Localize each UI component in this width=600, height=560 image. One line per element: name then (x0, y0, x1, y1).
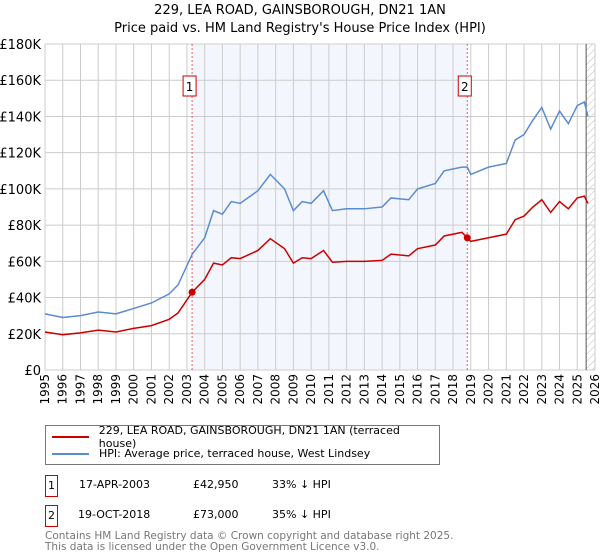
x-tick-label: 2023 (535, 374, 549, 405)
x-tick-label: 1996 (56, 374, 70, 405)
x-tick-label: 2004 (198, 374, 212, 405)
sale-marker-box (182, 75, 197, 97)
x-tick-label: 2005 (215, 374, 229, 405)
x-tick-label: 2003 (180, 374, 194, 405)
x-tick-label: 2014 (375, 374, 389, 405)
x-tick-label: 2013 (357, 374, 371, 405)
sale-period-shading (192, 44, 468, 370)
x-tick-label: 2018 (446, 374, 460, 405)
legend-item-property: 229, LEA ROAD, GAINSBOROUGH, DN21 1AN (t… (46, 424, 439, 450)
x-tick-label: 2001 (144, 374, 158, 405)
x-tick-label: 1998 (91, 374, 105, 405)
x-tick-label: 2010 (304, 374, 318, 405)
x-tick-label: 2024 (553, 374, 567, 405)
chart-subtitle: Price paid vs. HM Land Registry's House … (114, 21, 486, 36)
x-tick-label: 2022 (517, 374, 531, 405)
x-tick-label: 2007 (251, 374, 265, 405)
x-tick-label: 2020 (482, 374, 496, 405)
x-tick-label: 1995 (38, 374, 52, 405)
y-tick-label: £100K (0, 183, 41, 198)
x-tick-label: 2011 (322, 374, 336, 405)
chart-title: 229, LEA ROAD, GAINSBOROUGH, DN21 1AN (154, 3, 446, 18)
footer-line-2: This data is licensed under the Open Gov… (45, 541, 380, 553)
legend-label: HPI: Average price, terraced house, West… (99, 447, 371, 460)
sale-row-2: 2 19-OCT-2018 £73,000 35% ↓ HPI (45, 505, 445, 527)
x-tick-label: 2016 (411, 374, 425, 405)
sale-marker-label: 1 (186, 80, 194, 94)
x-tick-label: 2021 (499, 374, 513, 405)
series-line (44, 195, 589, 336)
forecast-hatch (586, 44, 595, 370)
x-tick-label: 2008 (269, 374, 283, 405)
sale-hpi-diff: 33% ↓ HPI (272, 478, 331, 491)
legend-label: 229, LEA ROAD, GAINSBOROUGH, DN21 1AN (t… (98, 423, 400, 450)
sale-date: 19-OCT-2018 (78, 508, 151, 521)
x-tick-label: 2025 (570, 374, 584, 405)
y-tick-label: £120K (0, 147, 41, 162)
x-tick-label: 1997 (73, 374, 87, 405)
x-tick-label: 2019 (464, 374, 478, 405)
sale-row-1: 1 17-APR-2003 £42,950 33% ↓ HPI (45, 475, 445, 497)
y-tick-label: £40K (8, 292, 42, 307)
sale-price: £42,950 (193, 478, 239, 491)
legend: 229, LEA ROAD, GAINSBOROUGH, DN21 1AN (t… (45, 424, 440, 465)
plot-area: £0 £20K £40K £60K £80K £100K £120K £140K £160K £1… (0, 38, 600, 405)
x-tick-label: 2017 (428, 374, 442, 405)
y-tick-label: £0 (24, 364, 41, 379)
legend-swatch-blue (52, 452, 89, 455)
x-tick-label: 2015 (393, 374, 407, 405)
sale-badge: 2 (45, 505, 58, 527)
legend-swatch-red (52, 435, 89, 438)
x-tick-label: 2006 (233, 374, 247, 405)
x-tick-label: 2000 (127, 374, 141, 405)
x-tick-label: 1999 (109, 374, 123, 405)
sale-price: £73,000 (193, 508, 239, 521)
y-tick-label: £20K (8, 328, 42, 343)
y-tick-label: £180K (0, 38, 41, 53)
sale-point (188, 288, 196, 296)
sale-hpi-diff: 35% ↓ HPI (272, 508, 331, 521)
x-tick-label: 2012 (340, 374, 354, 405)
footer-line-1: Contains HM Land Registry data © Crown c… (45, 530, 454, 542)
x-tick-label: 2009 (286, 374, 300, 405)
legend-item-hpi: HPI: Average price, terraced house, West… (46, 445, 370, 462)
sale-marker-label: 2 (461, 80, 469, 94)
y-tick-label: £160K (0, 74, 41, 89)
sale-point (463, 234, 471, 242)
sale-date: 17-APR-2003 (79, 478, 151, 491)
sale-badge: 1 (45, 475, 58, 497)
footer: Contains HM Land Registry data © Crown c… (45, 531, 453, 553)
series-line (44, 100, 589, 319)
y-tick-label: £140K (0, 110, 41, 125)
x-tick-label: 2002 (162, 374, 176, 405)
y-tick-label: £60K (8, 255, 42, 270)
y-tick-label: £80K (8, 219, 42, 234)
x-tick-label: 2026 (588, 374, 600, 405)
sale-marker-box (457, 75, 472, 97)
